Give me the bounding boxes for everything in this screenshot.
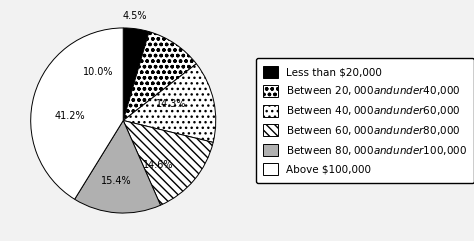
Text: 15.4%: 15.4%	[100, 176, 131, 186]
Text: 14.6%: 14.6%	[143, 160, 173, 170]
Text: 14.3%: 14.3%	[156, 99, 187, 109]
Wedge shape	[123, 28, 149, 120]
Wedge shape	[74, 120, 161, 213]
Text: 4.5%: 4.5%	[123, 11, 147, 21]
Text: 41.2%: 41.2%	[54, 111, 85, 121]
Text: 10.0%: 10.0%	[83, 67, 113, 77]
Wedge shape	[123, 120, 213, 205]
Wedge shape	[123, 32, 196, 120]
Wedge shape	[31, 28, 123, 199]
Legend: Less than $20,000, Between $20,000 and under $40,000, Between $40,000 and under : Less than $20,000, Between $20,000 and u…	[255, 58, 474, 183]
Wedge shape	[123, 64, 216, 142]
